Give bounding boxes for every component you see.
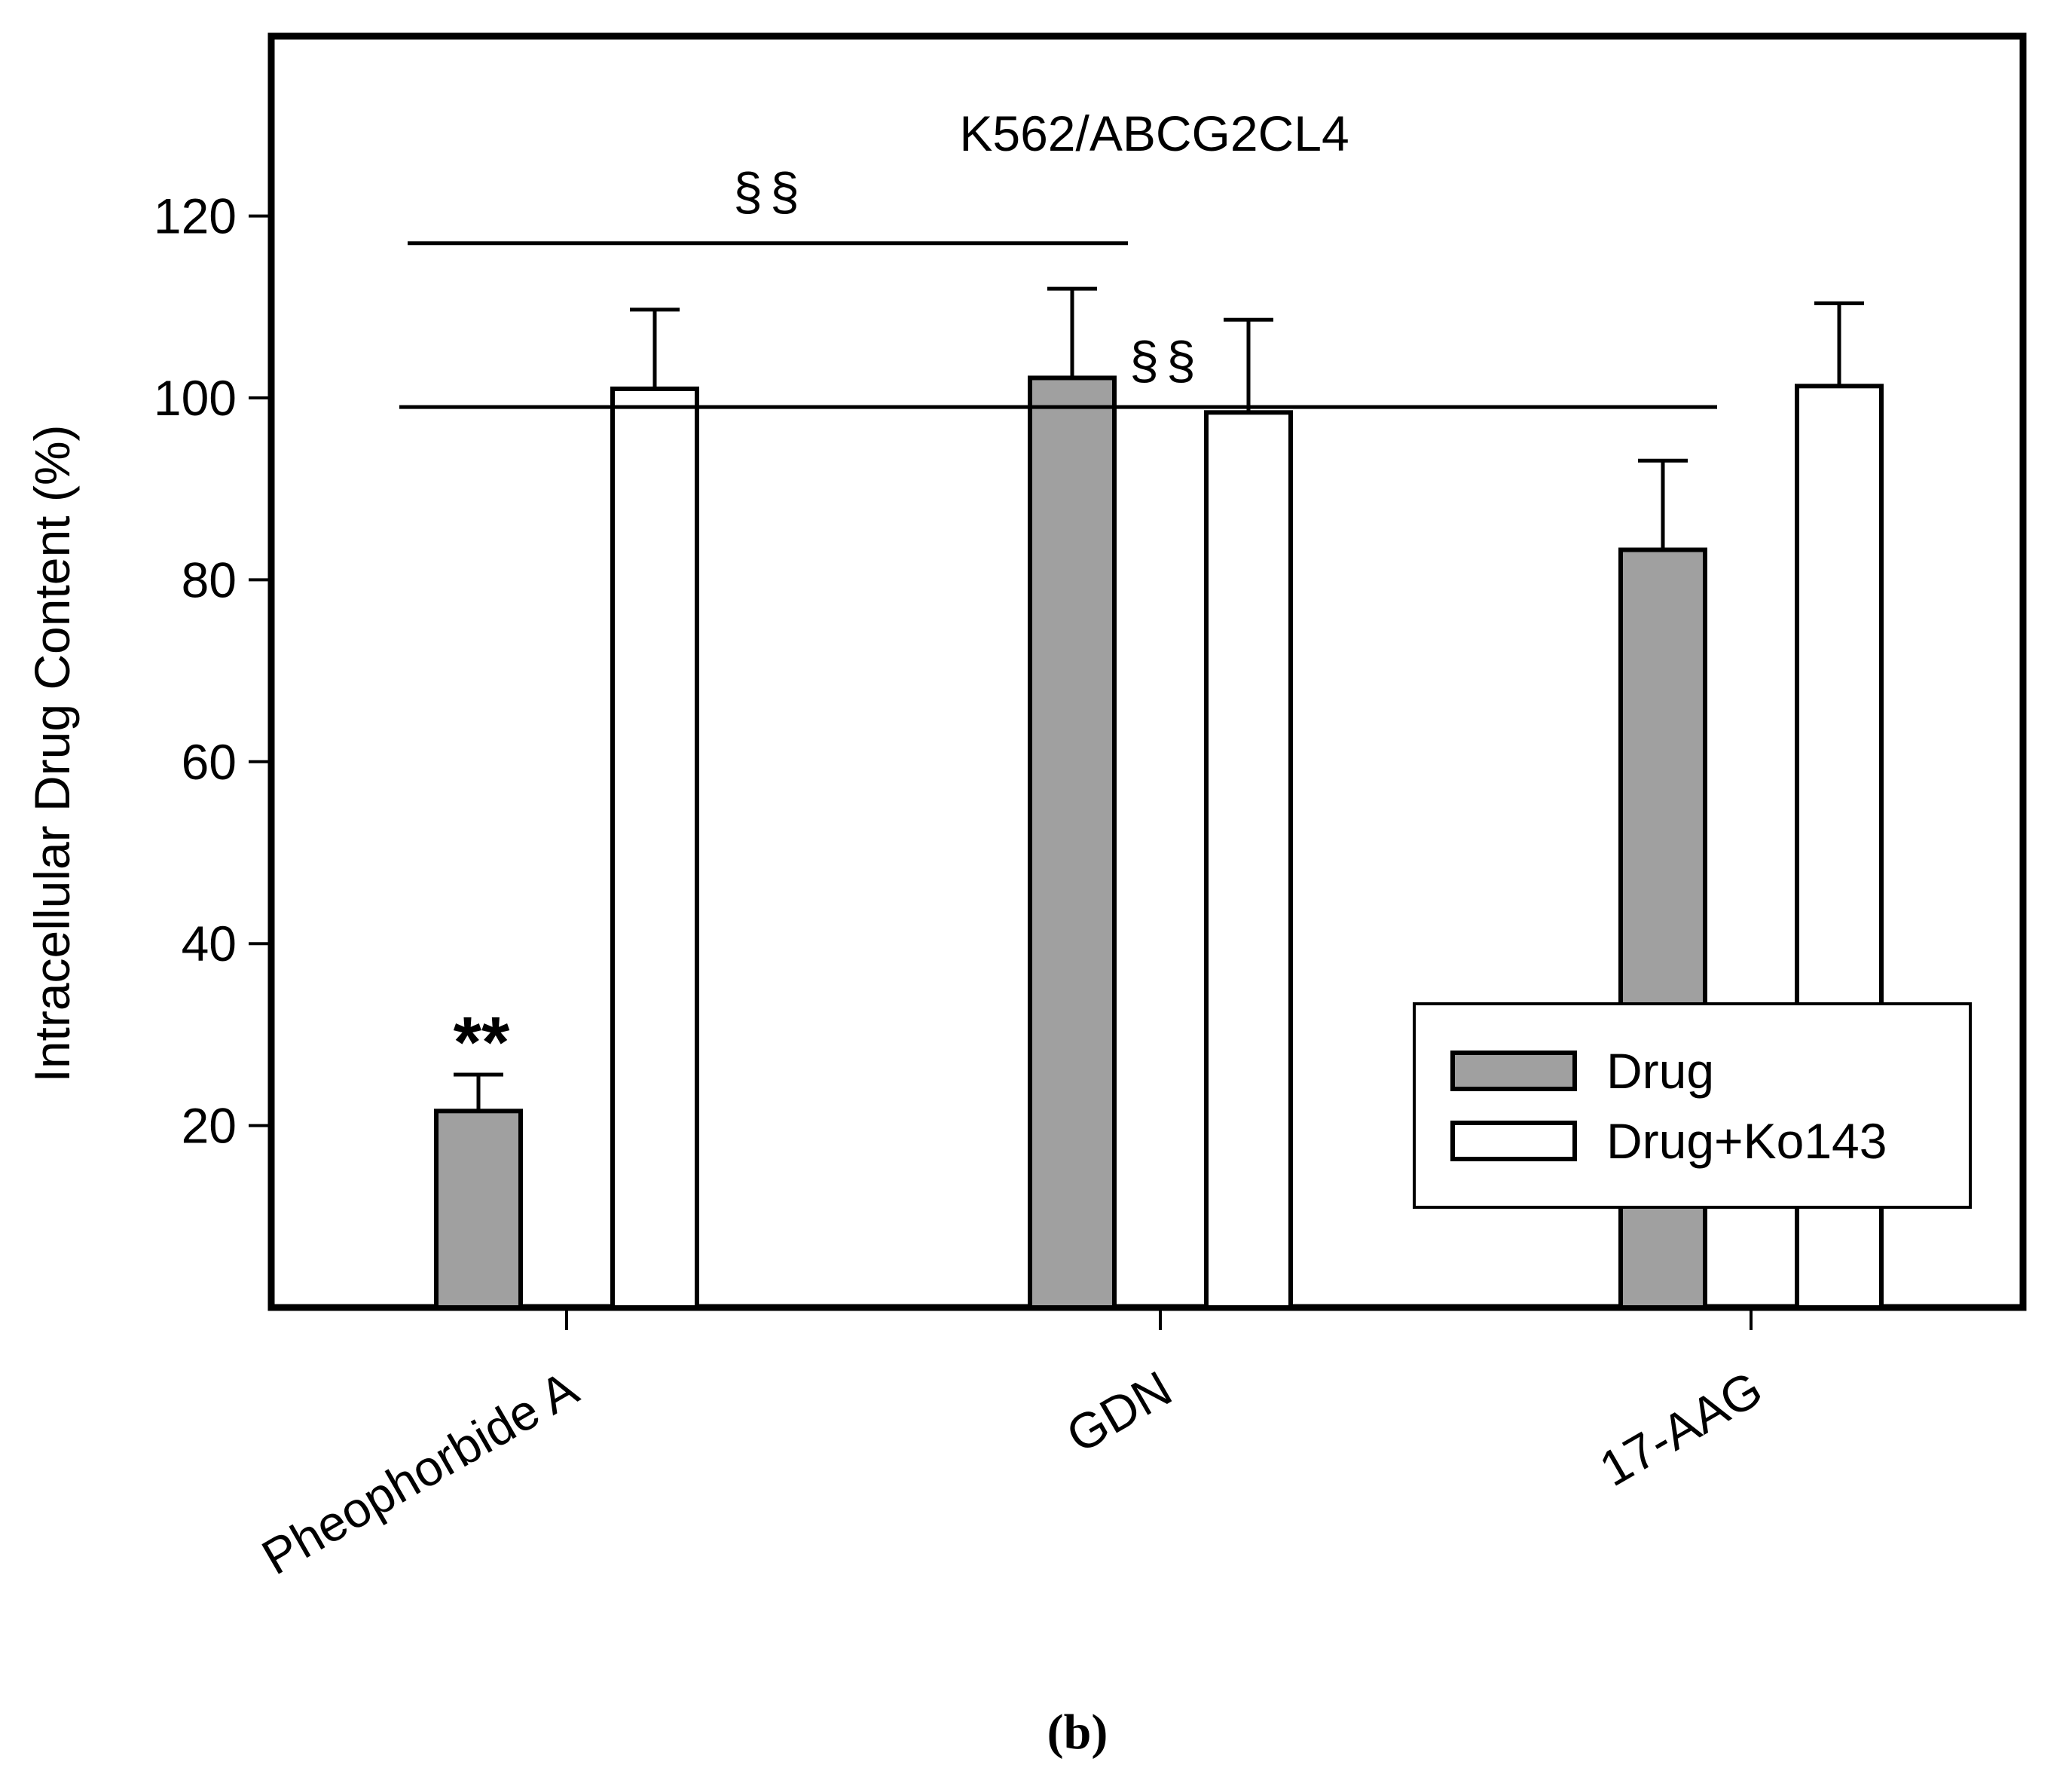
panel-label: (b) bbox=[1047, 1705, 1108, 1760]
legend-box bbox=[1413, 1002, 1972, 1209]
y-tick-label: 40 bbox=[182, 916, 237, 971]
plot-frame bbox=[267, 32, 2027, 1311]
significance-label: §§ bbox=[1129, 331, 1203, 390]
bar bbox=[1028, 375, 1117, 1310]
y-tick-label: 60 bbox=[182, 734, 237, 790]
significance-asterisks: ** bbox=[454, 1002, 510, 1083]
y-tick-label: 100 bbox=[154, 370, 237, 426]
legend-swatch-drug bbox=[1450, 1051, 1577, 1091]
x-tick-label: 17-AAG bbox=[1591, 1360, 1771, 1497]
legend-label-drug-ko143: Drug+Ko143 bbox=[1606, 1113, 1887, 1169]
legend-label-drug: Drug bbox=[1606, 1043, 1714, 1099]
y-tick-label: 120 bbox=[154, 188, 237, 244]
bar bbox=[434, 1109, 523, 1310]
bar bbox=[610, 386, 699, 1310]
legend: Drug Drug+Ko143 bbox=[1413, 1002, 1972, 1209]
y-tick-label: 20 bbox=[182, 1098, 237, 1154]
y-tick-label: 80 bbox=[182, 552, 237, 607]
x-tick-label: Pheophorbide A bbox=[252, 1360, 587, 1586]
legend-swatch-drug-ko143 bbox=[1450, 1121, 1577, 1161]
y-axis-label: Intracellular Drug Content (%) bbox=[24, 424, 80, 1082]
x-tick-label: GDN bbox=[1057, 1360, 1181, 1463]
significance-label: §§ bbox=[733, 162, 807, 221]
chart-title: K562/ABCG2CL4 bbox=[959, 106, 1349, 161]
bar bbox=[1204, 410, 1293, 1310]
